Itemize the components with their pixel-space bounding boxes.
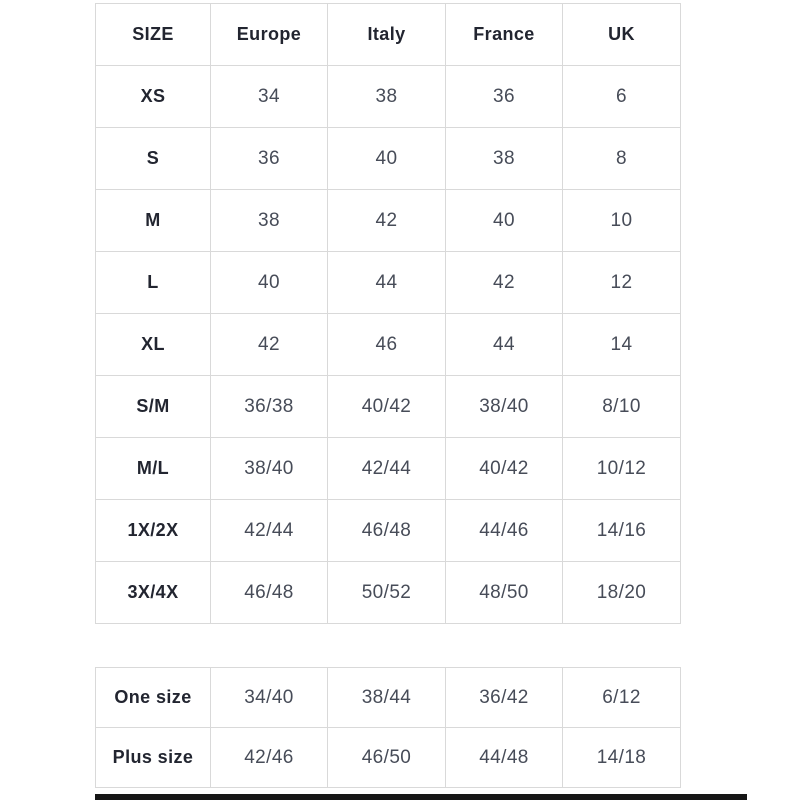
size-value-cell: 14/16 [562,499,681,562]
table-row: XS 34 38 36 6 [95,65,681,128]
size-label-cell: S/M [95,375,211,438]
size-value-cell: 34/40 [210,667,328,728]
size-value-cell: 44 [445,313,563,376]
column-header-france: France [445,3,563,66]
size-value-cell: 44 [327,251,446,314]
size-value-cell: 38/40 [210,437,328,500]
size-label-cell: One size [95,667,211,728]
size-value-cell: 14 [562,313,681,376]
size-value-cell: 48/50 [445,561,563,624]
size-value-cell: 44/48 [445,727,563,788]
size-label-cell: XL [95,313,211,376]
column-header-uk: UK [562,3,681,66]
size-value-cell: 46/48 [327,499,446,562]
size-value-cell: 42/46 [210,727,328,788]
size-value-cell: 12 [562,251,681,314]
size-value-cell: 40/42 [445,437,563,500]
size-label-cell: M [95,189,211,252]
size-label-cell: 3X/4X [95,561,211,624]
size-value-cell: 38 [327,65,446,128]
table-row: Plus size 42/46 46/50 44/48 14/18 [95,727,681,788]
size-value-cell: 38/44 [327,667,446,728]
size-value-cell: 18/20 [562,561,681,624]
size-value-cell: 38/40 [445,375,563,438]
size-value-cell: 44/46 [445,499,563,562]
table-row: XL 42 46 44 14 [95,313,681,376]
table-row: L 40 44 42 12 [95,251,681,314]
table-row: M/L 38/40 42/44 40/42 10/12 [95,437,681,500]
table-row: S/M 36/38 40/42 38/40 8/10 [95,375,681,438]
size-label-cell: S [95,127,211,190]
size-value-cell: 34 [210,65,328,128]
size-value-cell: 14/18 [562,727,681,788]
size-value-cell: 42/44 [210,499,328,562]
special-table-body: One size 34/40 38/44 36/42 6/12 Plus size 42/4… [95,667,681,788]
size-value-cell: 6/12 [562,667,681,728]
size-value-cell: 50/52 [327,561,446,624]
size-value-cell: 36/42 [445,667,563,728]
size-value-cell: 40 [445,189,563,252]
special-size-table: One size 34/40 38/44 36/42 6/12 Plus size 42/4… [95,667,681,788]
size-value-cell: 8/10 [562,375,681,438]
size-value-cell: 40 [327,127,446,190]
table-row: S 36 40 38 8 [95,127,681,190]
size-value-cell: 46/48 [210,561,328,624]
bottom-divider-bar [95,794,747,800]
size-label-cell: M/L [95,437,211,500]
table-row: 1X/2X 42/44 46/48 44/46 14/16 [95,499,681,562]
size-label-cell: L [95,251,211,314]
size-table-body: XS 34 38 36 6 S 36 40 38 8 M 38 42 40 10 L 40 44 42 12 XL 42 4… [95,65,681,624]
column-header-italy: Italy [327,3,446,66]
size-value-cell: 42 [327,189,446,252]
size-value-cell: 36/38 [210,375,328,438]
size-value-cell: 36 [445,65,563,128]
size-value-cell: 10/12 [562,437,681,500]
size-label-cell: Plus size [95,727,211,788]
table-row: 3X/4X 46/48 50/52 48/50 18/20 [95,561,681,624]
size-value-cell: 38 [445,127,563,190]
size-value-cell: 6 [562,65,681,128]
size-value-cell: 10 [562,189,681,252]
size-conversion-table: SIZE Europe Italy France UK XS 34 38 36 6 S 36… [95,3,681,624]
column-header-size: SIZE [95,3,211,66]
size-value-cell: 38 [210,189,328,252]
size-value-cell: 42/44 [327,437,446,500]
header-row: SIZE Europe Italy France UK [95,3,681,66]
table-row: One size 34/40 38/44 36/42 6/12 [95,667,681,728]
size-value-cell: 42 [210,313,328,376]
size-value-cell: 8 [562,127,681,190]
table-row: M 38 42 40 10 [95,189,681,252]
size-value-cell: 40/42 [327,375,446,438]
size-value-cell: 46/50 [327,727,446,788]
size-value-cell: 40 [210,251,328,314]
size-value-cell: 46 [327,313,446,376]
size-label-cell: 1X/2X [95,499,211,562]
size-value-cell: 36 [210,127,328,190]
column-header-europe: Europe [210,3,328,66]
size-label-cell: XS [95,65,211,128]
size-value-cell: 42 [445,251,563,314]
